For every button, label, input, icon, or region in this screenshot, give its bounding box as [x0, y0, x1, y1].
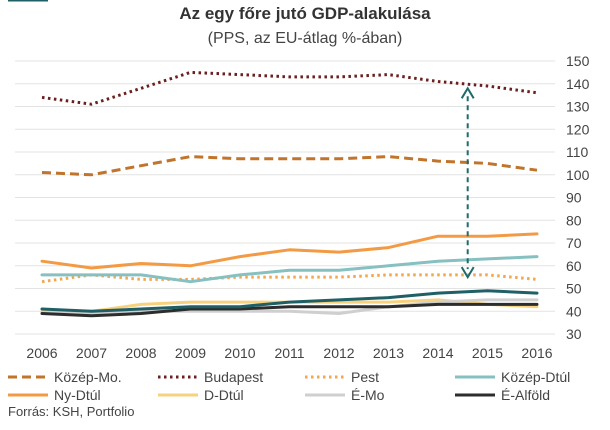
- x-tick-label: 2014: [422, 345, 453, 361]
- legend-label-Budapest: Budapest: [204, 369, 263, 385]
- source-note: Forrás: KSH, Portfolio: [8, 404, 135, 419]
- gap-arrow-head-down: [460, 266, 475, 280]
- series-line-D-Alföld: [40, 289, 539, 313]
- legend-label-Ny-Dtúl: Ny-Dtúl: [54, 387, 101, 403]
- y-tick-label: 30: [566, 326, 582, 342]
- series-line-Budapest: [41, 70, 538, 106]
- y-tick-label: 80: [566, 212, 582, 228]
- series-line-Közép-Dtúl: [40, 255, 539, 284]
- x-tick-label: 2015: [472, 345, 503, 361]
- legend-label-É-Alföld: É-Alföld: [501, 387, 550, 403]
- gap-arrow-head-up: [460, 86, 475, 99]
- legend-label-Közép-Dtúl: Közép-Dtúl: [501, 369, 570, 385]
- x-tick-label: 2011: [274, 345, 304, 361]
- series-line-É-Alföld: [40, 302, 539, 318]
- y-tick-label: 60: [566, 258, 582, 274]
- x-tick-label: 2016: [521, 345, 552, 361]
- chart-subtitle: (PPS, az EU-átlag %-ában): [207, 30, 403, 47]
- series-line-Pest: [41, 273, 538, 284]
- series-line-É-Mo: [40, 298, 539, 315]
- x-tick-label: 2007: [76, 345, 107, 361]
- series-line-Ny-Dtúl: [40, 232, 539, 270]
- x-tick-label: 2010: [224, 345, 255, 361]
- x-tick-label: 2012: [323, 345, 354, 361]
- y-tick-label: 150: [566, 53, 590, 69]
- y-tick-label: 100: [566, 167, 590, 183]
- chart-title: Az egy főre jutó GDP-alakulása: [179, 4, 431, 23]
- y-tick-label: 50: [566, 281, 582, 297]
- y-tick-label: 130: [566, 99, 590, 115]
- legend-label-D-Dtúl: D-Dtúl: [204, 387, 244, 403]
- legend-label-É-Mo: É-Mo: [351, 387, 385, 403]
- legend-label-Pest: Pest: [351, 369, 379, 385]
- y-tick-label: 90: [566, 190, 582, 206]
- legend-label-D-Alföld: D-Alföld: [54, 0, 104, 3]
- x-tick-label: 2008: [125, 345, 156, 361]
- series-line-Közép-Mo.: [41, 155, 538, 177]
- x-tick-label: 2009: [175, 345, 206, 361]
- y-tick-label: 120: [566, 121, 590, 137]
- y-tick-label: 40: [566, 303, 582, 319]
- y-tick-label: 110: [566, 144, 589, 160]
- x-tick-label: 2013: [373, 345, 404, 361]
- x-tick-label: 2006: [26, 345, 57, 361]
- y-tick-label: 70: [566, 235, 582, 251]
- y-tick-label: 140: [566, 76, 590, 92]
- legend-label-Közép-Mo.: Közép-Mo.: [54, 369, 122, 385]
